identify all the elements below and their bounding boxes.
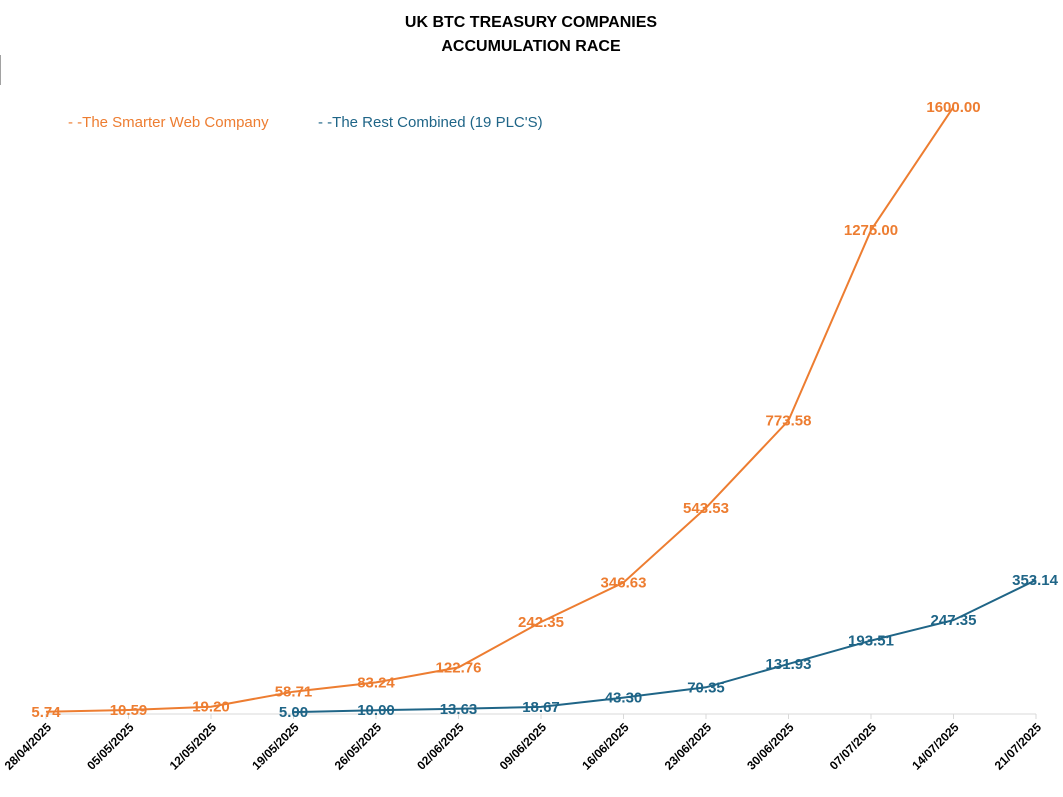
x-tick-label: 02/06/2025 (414, 720, 467, 773)
data-labels: 5.74 10.59 19.20 58.71 83.24 122.76 242.35 346.… (31, 99, 1058, 721)
data-label: 346.63 (601, 575, 647, 592)
data-label: 18.67 (522, 699, 560, 716)
data-label: 5.74 (31, 704, 61, 721)
data-label: 83.24 (357, 674, 395, 691)
data-label: 131.93 (766, 656, 812, 673)
chart-title-line-2: ACCUMULATION RACE (441, 38, 621, 55)
data-label: 1275.00 (844, 222, 898, 239)
data-label: 5.00 (279, 704, 308, 721)
x-tick-label: 21/07/2025 (992, 720, 1045, 773)
series-line-rest-combined (293, 579, 1037, 714)
legend-entry-smarter-web: - -The Smarter Web Company (68, 114, 269, 131)
x-tick-label: 09/06/2025 (497, 720, 550, 773)
data-label: 247.35 (931, 612, 977, 629)
legend-entry-rest-combined: - -The Rest Combined (19 PLC'S) (318, 114, 543, 131)
data-label: 242.35 (518, 614, 564, 631)
data-label: 773.58 (766, 413, 812, 430)
data-label: 58.71 (275, 684, 313, 701)
data-label: 353.14 (1012, 572, 1059, 589)
x-tick-label: 19/05/2025 (249, 720, 302, 773)
series-line-smarter-web (45, 106, 955, 713)
x-tick-label: 16/06/2025 (579, 720, 632, 773)
data-label: 10.00 (357, 702, 395, 719)
x-tick-label: 30/06/2025 (744, 720, 797, 773)
x-axis-ticks: 28/04/2025 05/05/2025 12/05/2025 19/05/2025… (2, 714, 1045, 773)
data-label: 70.35 (687, 679, 725, 696)
x-tick-label: 23/06/2025 (662, 720, 715, 773)
data-label: 13.63 (440, 701, 478, 718)
data-label: 193.51 (848, 633, 894, 650)
data-label: 43.30 (605, 690, 643, 707)
x-tick-label: 05/05/2025 (84, 720, 137, 773)
chart-title-line-1: UK BTC TREASURY COMPANIES (405, 14, 657, 31)
x-tick-label: 14/07/2025 (909, 720, 962, 773)
x-tick-label: 12/05/2025 (167, 720, 220, 773)
data-label: 122.76 (436, 659, 482, 676)
data-label: 543.53 (683, 500, 729, 517)
data-label: 19.20 (192, 699, 230, 716)
x-tick-label: 07/07/2025 (827, 720, 880, 773)
data-label: 1600.00 (926, 99, 980, 116)
x-tick-label: 26/05/2025 (332, 720, 385, 773)
data-label: 10.59 (110, 702, 148, 719)
series-lines (45, 106, 1037, 714)
x-tick-label: 28/04/2025 (2, 720, 55, 773)
